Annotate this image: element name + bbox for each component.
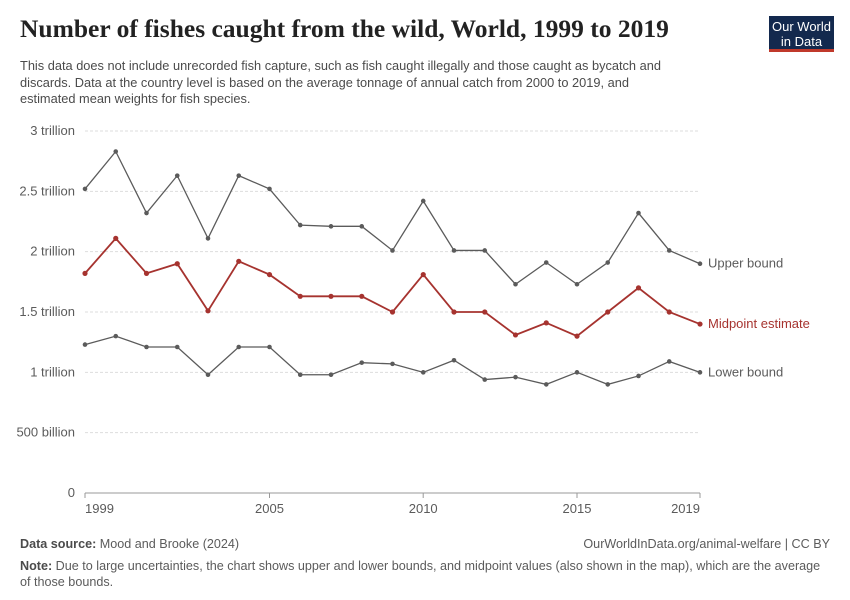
svg-text:0: 0: [68, 485, 75, 500]
svg-text:Upper bound: Upper bound: [708, 256, 783, 271]
svg-text:Lower bound: Lower bound: [708, 364, 783, 379]
svg-text:3 trillion: 3 trillion: [30, 123, 75, 138]
svg-text:1.5 trillion: 1.5 trillion: [19, 304, 75, 319]
svg-text:2019: 2019: [671, 501, 700, 516]
svg-text:2010: 2010: [409, 501, 438, 516]
svg-text:1 trillion: 1 trillion: [30, 364, 75, 379]
svg-text:2005: 2005: [255, 501, 284, 516]
svg-text:2 trillion: 2 trillion: [30, 244, 75, 259]
svg-text:500 billion: 500 billion: [16, 425, 75, 440]
svg-text:Midpoint estimate: Midpoint estimate: [708, 316, 810, 331]
svg-text:1999: 1999: [85, 501, 114, 516]
svg-text:2015: 2015: [563, 501, 592, 516]
svg-text:2.5 trillion: 2.5 trillion: [19, 183, 75, 198]
